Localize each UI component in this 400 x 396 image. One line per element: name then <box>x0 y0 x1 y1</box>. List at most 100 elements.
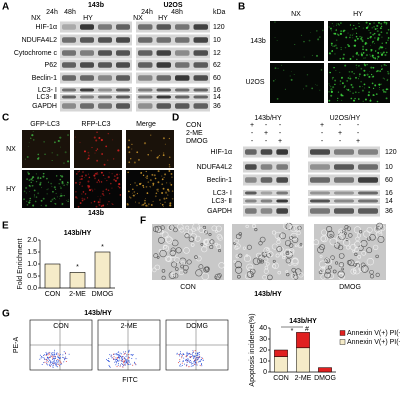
cell-dot <box>46 189 48 191</box>
cell-dot <box>63 194 65 197</box>
blot-band <box>358 208 378 214</box>
blot-band <box>98 24 112 30</box>
cell-dot <box>134 193 136 195</box>
cell <box>266 248 269 251</box>
sign: - <box>339 138 342 145</box>
event <box>128 350 130 352</box>
event <box>52 363 54 365</box>
group-label: U2OS/HY <box>330 115 361 122</box>
cell-dot <box>46 193 48 195</box>
cell-dot <box>368 86 370 88</box>
blot-band <box>276 208 288 214</box>
cell-dot <box>51 198 54 201</box>
cell <box>235 254 240 259</box>
event <box>53 358 55 360</box>
cell-dot <box>23 190 26 193</box>
protein-label: Beclin-1 <box>32 75 57 82</box>
cell-dot <box>357 78 359 80</box>
cell <box>267 251 274 258</box>
cell-dot <box>364 98 367 101</box>
cell <box>279 252 283 256</box>
cell-dot <box>32 131 34 133</box>
micrograph <box>270 21 324 61</box>
event <box>63 351 65 353</box>
cell-dot <box>117 185 120 188</box>
event <box>54 358 56 360</box>
event <box>131 355 133 357</box>
cell-dot <box>63 162 65 164</box>
cell <box>214 242 218 246</box>
cell-dot <box>373 26 375 28</box>
cell-dot <box>346 88 347 90</box>
cell <box>285 240 292 247</box>
cell-line: 143b <box>88 2 104 9</box>
cell <box>218 262 225 269</box>
cell-dot <box>56 154 59 156</box>
cell-dot <box>352 55 355 58</box>
cell-dot <box>150 134 152 136</box>
column-label: HY <box>353 11 363 18</box>
event <box>194 358 196 360</box>
event <box>201 363 203 365</box>
cell-dot <box>57 140 60 142</box>
cell-dot <box>34 200 37 203</box>
cell-dot <box>59 174 62 177</box>
event <box>123 358 125 360</box>
cell-dot <box>358 75 360 77</box>
event <box>52 351 54 353</box>
cell <box>216 244 222 250</box>
cell-dot <box>100 181 103 183</box>
cell-dot <box>157 188 159 191</box>
cell <box>158 249 162 253</box>
cell-dot <box>149 185 151 187</box>
cell-dot <box>35 196 38 198</box>
cell <box>296 230 301 235</box>
event <box>192 352 194 354</box>
blot-band <box>358 199 378 203</box>
event <box>181 357 183 359</box>
cell-dot <box>96 172 98 174</box>
cell-dot <box>104 178 106 180</box>
cell <box>375 272 380 277</box>
cell <box>343 239 351 247</box>
cell-dot <box>28 201 31 204</box>
cell-dot <box>133 191 136 193</box>
event <box>55 363 57 365</box>
event <box>117 351 119 353</box>
protein-label: NDUFA4L2 <box>22 37 58 44</box>
cell <box>259 236 266 243</box>
event <box>124 360 126 362</box>
event <box>111 354 113 356</box>
cell-dot <box>42 197 45 200</box>
blot-band <box>260 149 273 155</box>
event <box>52 365 54 367</box>
cell-dot <box>359 85 361 88</box>
cell-dot <box>150 204 153 206</box>
cell-dot <box>167 194 169 196</box>
cell-dot <box>157 170 160 173</box>
cell-dot <box>372 87 375 90</box>
cell <box>260 259 264 264</box>
blot-band <box>80 62 94 68</box>
blot-band <box>358 164 378 170</box>
sign: - <box>357 130 360 137</box>
treatment-label: 2-ME <box>186 130 203 137</box>
cell <box>234 238 239 244</box>
cell-dot <box>131 148 133 150</box>
blot-strip <box>60 94 132 100</box>
event <box>118 354 120 356</box>
cell-dot <box>152 200 154 202</box>
cell-dot <box>111 203 113 205</box>
cell-dot <box>169 204 172 207</box>
cell-dot <box>101 153 104 155</box>
cell-dot <box>332 76 334 79</box>
annotation: * <box>76 264 79 271</box>
cell-dot <box>380 31 383 34</box>
cell-dot <box>355 76 357 79</box>
cell-dot <box>328 52 331 55</box>
cell <box>169 249 176 257</box>
cell-dot <box>135 201 136 203</box>
cell-dot <box>379 88 380 90</box>
cell-dot <box>385 51 388 54</box>
cell-dot <box>79 183 81 185</box>
